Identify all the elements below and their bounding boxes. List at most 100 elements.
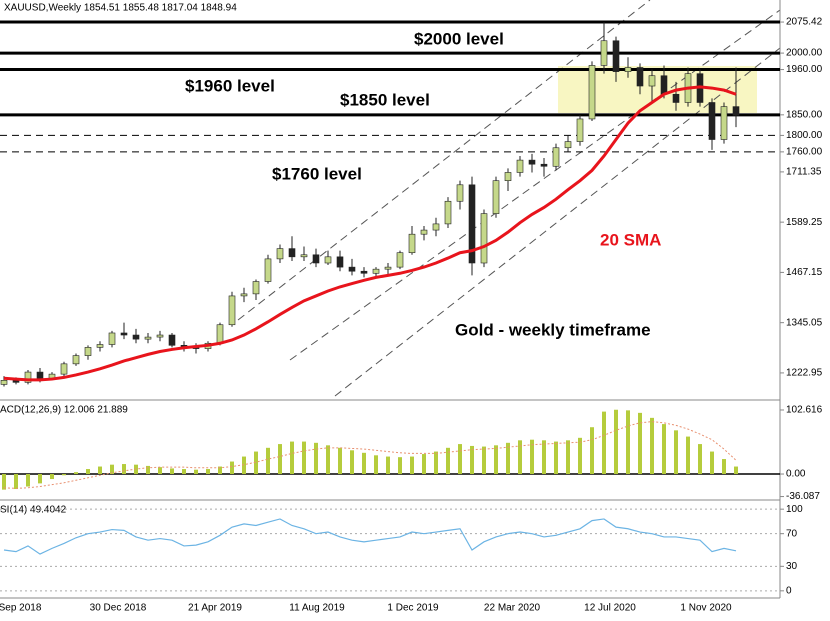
macd-bar	[578, 437, 582, 475]
candle-body	[312, 254, 320, 264]
candle-body	[156, 334, 164, 338]
candle-body	[732, 106, 740, 116]
macd-bar	[494, 445, 498, 475]
candle-body	[408, 233, 416, 254]
x-tick-label: 21 Apr 2019	[188, 603, 242, 614]
macd-bar	[602, 411, 606, 475]
candle-body	[420, 229, 428, 235]
candle-body	[0, 380, 8, 385]
macd-bar	[26, 474, 30, 487]
annotation: $1850 level	[340, 90, 430, 109]
candle-body	[144, 336, 152, 340]
annotation: 20 SMA	[600, 230, 661, 249]
candle-body	[504, 172, 512, 181]
y-tick-label: 30	[786, 561, 798, 572]
candle-body	[336, 256, 344, 268]
candle-body	[168, 334, 176, 346]
macd-bar	[638, 412, 642, 475]
candle-body	[348, 266, 356, 272]
candle-body	[612, 40, 620, 72]
y-tick-label: 0.00	[786, 469, 806, 480]
macd-bar	[218, 466, 222, 475]
x-tick-label: 22 Mar 2020	[484, 603, 541, 614]
macd-bar	[410, 456, 414, 475]
y-tick-label: 1222.95	[786, 368, 823, 379]
macd-bar	[470, 445, 474, 475]
macd-bar	[38, 474, 42, 484]
candle-body	[636, 67, 644, 87]
candle-body	[360, 270, 368, 274]
macd-bar	[206, 469, 210, 475]
annotation: $2000 level	[414, 29, 504, 48]
macd-bar	[542, 440, 546, 475]
candle-body	[720, 106, 728, 140]
candle-body	[36, 371, 44, 379]
candle-body	[444, 200, 452, 225]
macd-bar	[350, 450, 354, 475]
candle-body	[468, 184, 476, 264]
annotation: $1960 level	[185, 76, 275, 95]
candle-body	[624, 67, 632, 72]
macd-bar	[506, 442, 510, 475]
candle-body	[672, 93, 680, 103]
candle-body	[24, 371, 32, 383]
macd-bar	[74, 472, 78, 475]
x-tick-label: Sep 2018	[0, 603, 42, 614]
macd-bar	[254, 451, 258, 475]
macd-bar	[86, 469, 90, 475]
macd-bar	[530, 439, 534, 475]
macd-bar	[650, 417, 654, 475]
candle-body	[480, 213, 488, 264]
macd-bar	[146, 465, 150, 475]
macd-bar	[326, 445, 330, 475]
macd-bar	[662, 424, 666, 475]
macd-bar	[230, 461, 234, 475]
y-tick-label: 1850.00	[786, 109, 823, 120]
candle-body	[492, 180, 500, 214]
x-tick-label: 1 Dec 2019	[387, 603, 439, 614]
x-tick-label: 11 Aug 2019	[289, 603, 345, 614]
candle-body	[576, 118, 584, 142]
x-tick-label: 1 Nov 2020	[680, 603, 732, 614]
y-tick-label: 1800.00	[786, 130, 823, 141]
candle-body	[72, 355, 80, 365]
candle-body	[84, 347, 92, 356]
macd-bar	[518, 440, 522, 475]
y-tick-label: 102.616	[786, 405, 823, 416]
candle-body	[600, 40, 608, 66]
candle-body	[108, 332, 116, 345]
y-tick-label: 0	[786, 585, 792, 596]
macd-bar	[686, 436, 690, 475]
y-tick-label: 1467.15	[786, 267, 823, 278]
annotations: $2000 level $1960 level $1850 level $1760 l…	[185, 29, 661, 339]
macd-bar	[566, 440, 570, 475]
y-tick-label: 1711.35	[786, 167, 822, 178]
macd-bar	[302, 441, 306, 475]
macd-bar	[194, 469, 198, 475]
candle-body	[384, 266, 392, 270]
macd-bar	[122, 464, 126, 475]
candle-body	[648, 75, 656, 87]
candle-body	[324, 256, 332, 264]
macd-bar	[266, 447, 270, 475]
macd-bar	[362, 452, 366, 475]
rsi-title: SI(14) 49.4042	[0, 505, 67, 516]
candle-body	[516, 159, 524, 173]
macd-bar	[62, 474, 66, 476]
candle-body	[660, 75, 668, 95]
candle-body	[396, 252, 404, 268]
macd-bar	[698, 444, 702, 475]
macd-bar	[182, 469, 186, 475]
chart-title: XAUUSD,Weekly 1854.51 1855.48 1817.04 18…	[4, 3, 237, 14]
candle-body	[132, 334, 140, 340]
y-tick-label: 2075.42	[786, 17, 823, 28]
macd-bar	[554, 441, 558, 475]
candle-body	[252, 281, 260, 295]
sma-line	[3, 85, 737, 382]
macd-bar	[158, 467, 162, 475]
y-tick-label: 2000.00	[786, 48, 823, 59]
macd-bar	[170, 468, 174, 475]
candle-body	[240, 293, 248, 297]
macd-bar	[674, 430, 678, 475]
